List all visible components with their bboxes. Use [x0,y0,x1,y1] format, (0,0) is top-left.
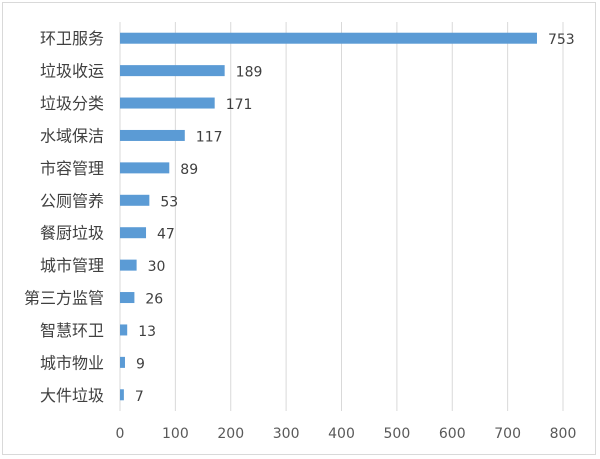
data-label: 89 [180,162,198,178]
bar [120,97,215,109]
category-label: 第三方监管 [24,289,104,308]
data-label: 47 [157,227,175,243]
bar [120,162,170,174]
data-label: 7 [135,389,144,405]
x-tick-label: 700 [494,426,521,442]
bar [120,194,150,206]
bar [120,292,135,304]
x-tick-label: 200 [217,426,244,442]
bar [120,65,225,77]
category-label: 垃圾收运 [40,62,104,81]
category-label: 垃圾分类 [40,94,104,113]
bar [120,227,147,239]
data-label: 9 [136,356,145,372]
data-label: 753 [548,32,575,48]
x-tick-label: 500 [384,426,411,442]
data-label: 13 [138,324,156,340]
category-label: 城市物业 [40,353,104,372]
x-tick-label: 0 [116,426,125,442]
bar [120,259,137,271]
category-label: 市容管理 [40,159,104,178]
category-label: 水域保洁 [40,126,104,145]
bar [120,356,125,368]
category-label: 城市管理 [40,256,104,275]
bar [120,32,537,44]
category-label: 环卫服务 [40,29,104,48]
x-tick-label: 800 [550,426,577,442]
bar [120,324,128,336]
x-tick-label: 100 [162,426,189,442]
category-label: 智慧环卫 [40,321,104,340]
data-label: 117 [196,129,223,145]
data-label: 26 [145,292,163,308]
category-label: 大件垃圾 [40,386,104,405]
chart-frame [2,2,596,455]
category-label: 餐厨垃圾 [40,224,104,243]
x-tick-label: 600 [439,426,466,442]
data-label: 30 [148,259,166,275]
data-label: 53 [160,194,178,210]
bar [120,389,124,401]
data-label: 171 [226,97,253,113]
data-label: 189 [236,65,263,81]
x-tick-label: 400 [328,426,355,442]
x-tick-label: 300 [273,426,300,442]
category-label: 公厕管养 [40,191,104,210]
bar [120,129,185,141]
